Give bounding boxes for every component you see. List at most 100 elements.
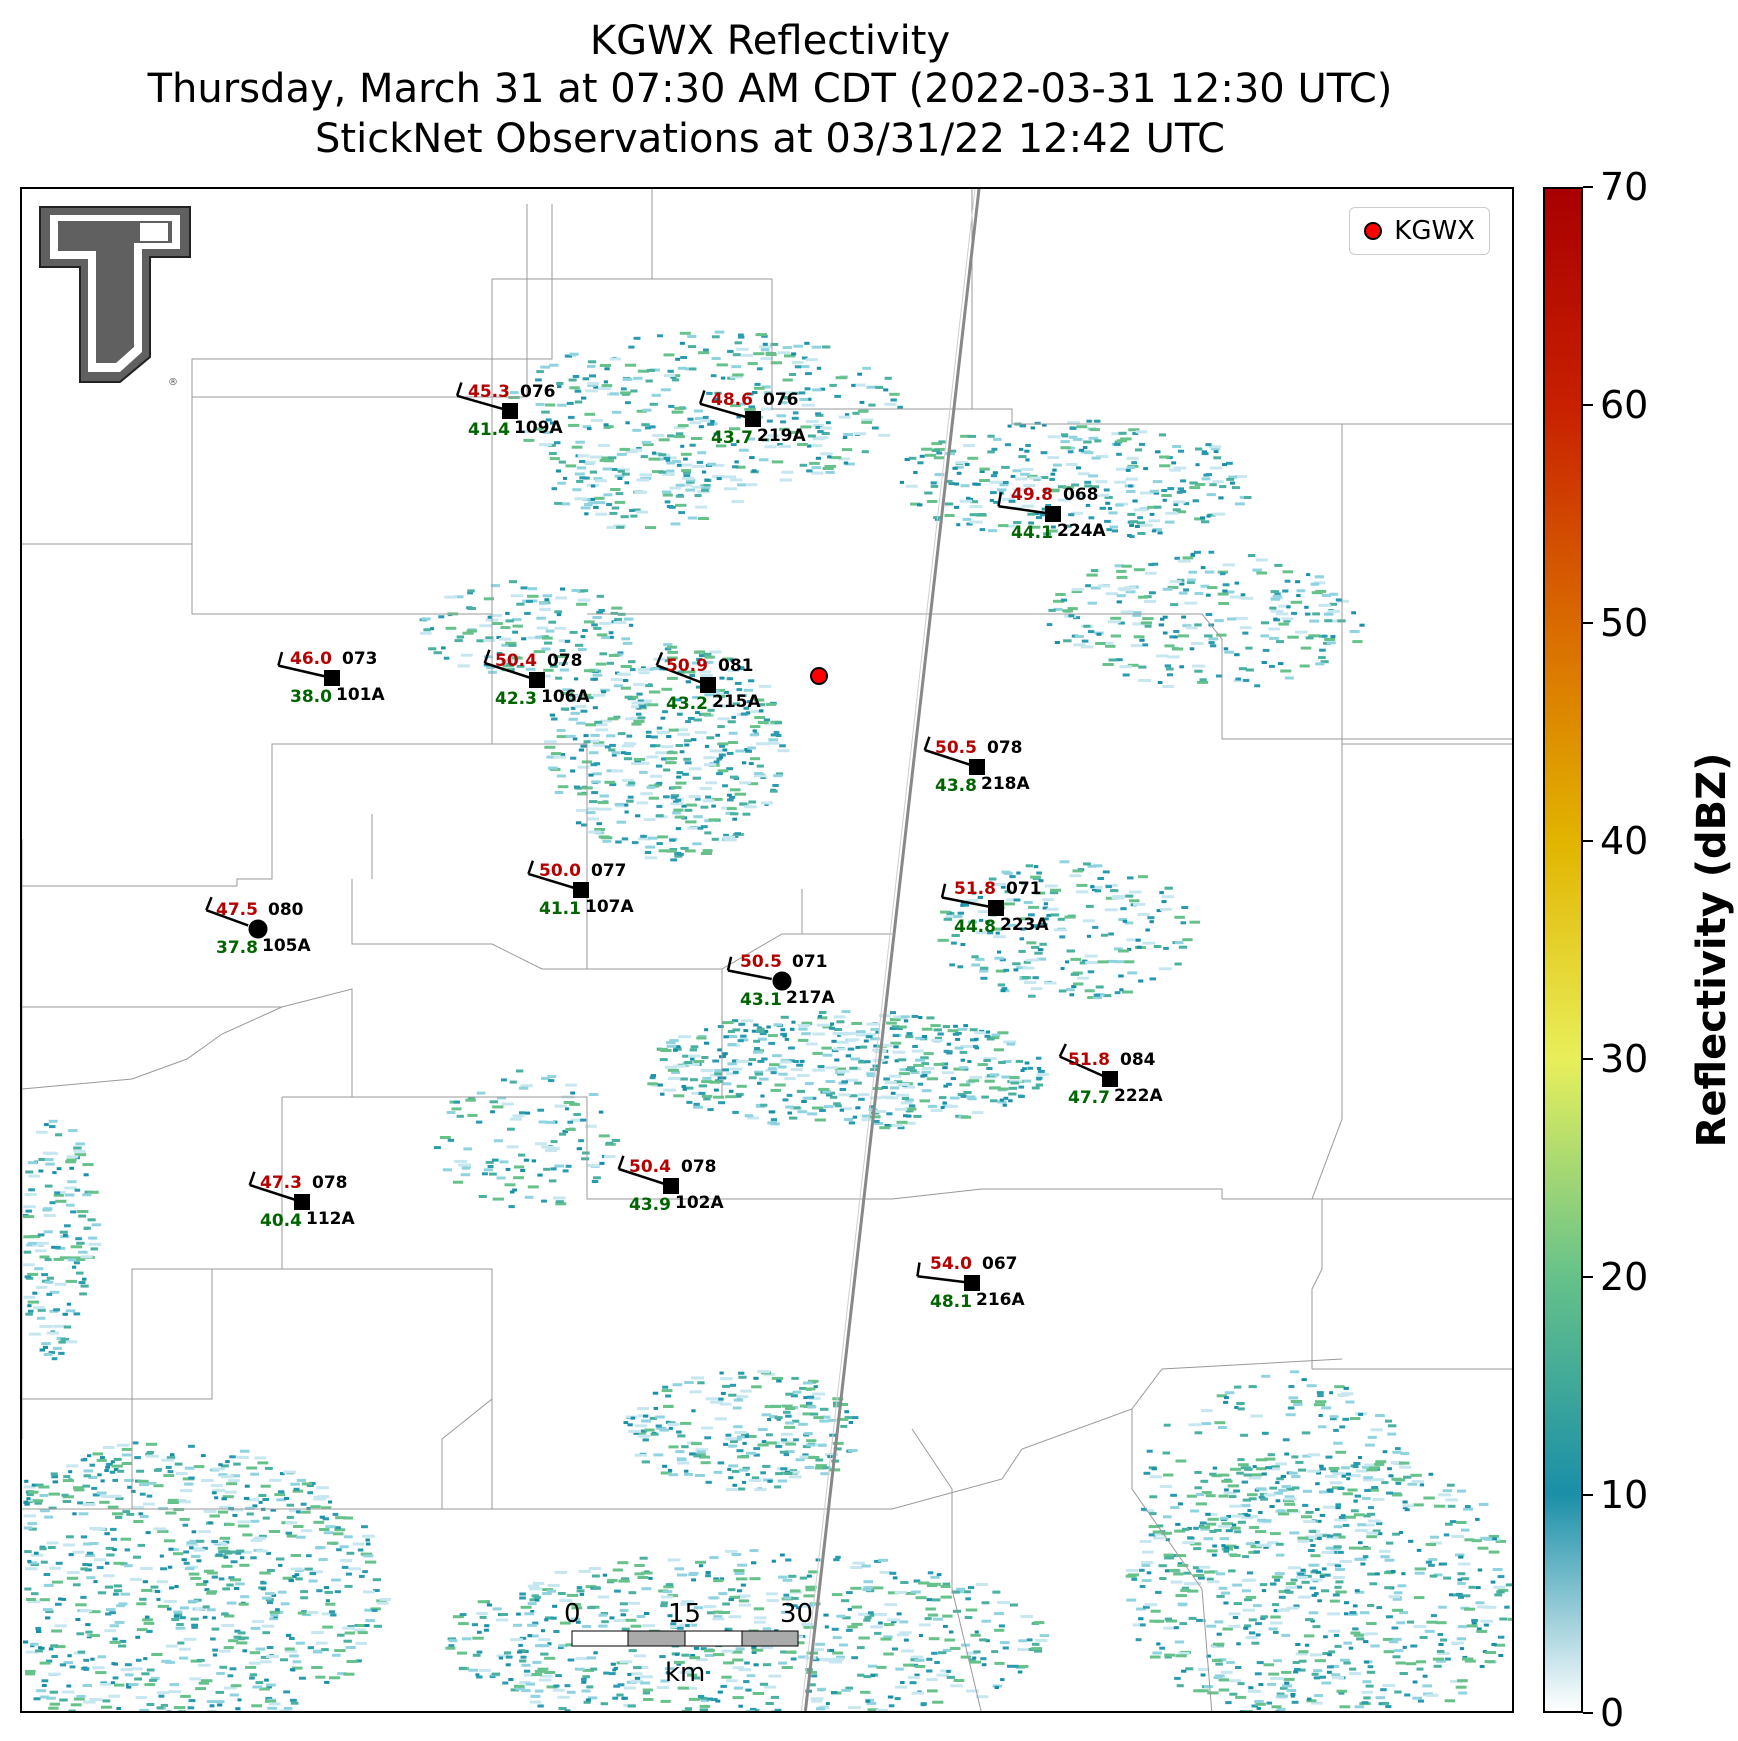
echo-pixel [812, 1106, 824, 1110]
echo-pixel [602, 839, 612, 843]
echo-pixel [538, 1638, 551, 1642]
echo-pixel [151, 1653, 163, 1656]
echo-pixel [1343, 1601, 1350, 1605]
echo-pixel [905, 1107, 917, 1111]
echo-pixel [184, 1482, 194, 1486]
echo-pixel [1256, 1487, 1267, 1491]
echo-pixel [1245, 646, 1253, 650]
echo-pixel [46, 1276, 54, 1280]
echo-pixel [550, 752, 562, 756]
echo-pixel [103, 1574, 115, 1578]
echo-pixel [1273, 1630, 1279, 1634]
echo-pixel [454, 639, 463, 643]
echo-pixel [442, 1168, 452, 1172]
echo-pixel [715, 733, 720, 737]
echo-pixel [39, 1547, 47, 1551]
echo-pixel [237, 1520, 251, 1524]
echo-pixel [666, 676, 678, 680]
echo-pixel [490, 1110, 495, 1114]
echo-pixel [689, 1571, 699, 1575]
echo-pixel [1021, 881, 1028, 885]
echo-pixel [518, 430, 531, 434]
echo-pixel [634, 1676, 641, 1680]
echo-pixel [1223, 1601, 1229, 1605]
echo-pixel [554, 791, 564, 795]
echo-pixel [111, 1464, 123, 1468]
echo-pixel [163, 1539, 176, 1543]
echo-pixel [1229, 481, 1235, 485]
echo-pixel [1047, 435, 1061, 439]
echo-pixel [967, 1060, 972, 1063]
echo-pixel [1243, 1578, 1256, 1582]
echo-pixel [851, 1416, 859, 1420]
echo-pixel [1445, 1522, 1453, 1526]
echo-pixel [1132, 611, 1142, 615]
echo-pixel [598, 609, 605, 612]
echo-pixel [758, 458, 769, 462]
echo-pixel [910, 1071, 920, 1074]
echo-pixel [212, 1541, 226, 1545]
echo-pixel [836, 1417, 849, 1421]
echo-pixel [35, 1649, 43, 1653]
echo-pixel [115, 1497, 124, 1500]
echo-pixel [723, 690, 729, 694]
echo-pixel [779, 1450, 789, 1454]
echo-pixel [1309, 1586, 1316, 1590]
echo-pixel [139, 1515, 149, 1518]
echo-pixel [695, 1560, 706, 1564]
echo-pixel [1236, 1402, 1245, 1405]
echo-pixel [870, 1037, 880, 1041]
echo-pixel [1174, 962, 1182, 966]
echo-pixel [1164, 644, 1175, 648]
echo-pixel [786, 1093, 793, 1097]
echo-pixel [598, 807, 612, 811]
echo-pixel [335, 1516, 346, 1520]
echo-pixel [1270, 1677, 1284, 1680]
echo-pixel [77, 1210, 89, 1213]
echo-pixel [1142, 643, 1149, 647]
echo-pixel [629, 668, 636, 672]
echo-pixel [153, 1468, 162, 1472]
echo-pixel [1268, 627, 1281, 631]
echo-pixel [1361, 1690, 1373, 1694]
echo-pixel [1353, 1499, 1358, 1503]
echo-pixel [284, 1496, 290, 1500]
echo-pixel [667, 369, 674, 373]
echo-pixel [576, 1586, 583, 1590]
echo-pixel [839, 1088, 847, 1091]
echo-pixel [583, 1700, 591, 1704]
echo-pixel [548, 766, 558, 770]
echo-pixel [45, 1616, 51, 1620]
echo-pixel [1062, 609, 1073, 613]
echo-pixel [891, 1124, 903, 1128]
echo-pixel [736, 347, 749, 351]
echo-pixel [682, 1054, 691, 1058]
echo-pixel [330, 1613, 337, 1617]
echo-pixel [828, 1026, 836, 1030]
echo-pixel [1103, 994, 1112, 998]
echo-pixel [648, 836, 658, 840]
echo-pixel [679, 1671, 693, 1674]
echo-pixel [781, 1610, 791, 1614]
echo-pixel [780, 420, 787, 424]
echo-pixel [1235, 1695, 1247, 1699]
echo-pixel [33, 1306, 46, 1310]
echo-pixel [48, 1672, 61, 1676]
echo-pixel [1201, 1422, 1212, 1426]
echo-pixel [1383, 1650, 1395, 1654]
echo-pixel [784, 1472, 792, 1475]
echo-pixel [1288, 1396, 1299, 1400]
echo-pixel [673, 1094, 685, 1098]
echo-pixel [70, 1210, 77, 1214]
echo-pixel [145, 1442, 157, 1446]
echo-pixel [745, 749, 752, 753]
echo-pixel [582, 1625, 591, 1628]
echo-pixel [712, 704, 725, 708]
echo-pixel [1248, 1689, 1262, 1693]
echo-pixel [1137, 532, 1146, 535]
echo-pixel [613, 1684, 620, 1688]
echo-pixel [738, 333, 744, 337]
echo-pixel [1488, 1534, 1499, 1538]
echo-pixel [1116, 600, 1122, 604]
echo-pixel [1200, 584, 1210, 588]
